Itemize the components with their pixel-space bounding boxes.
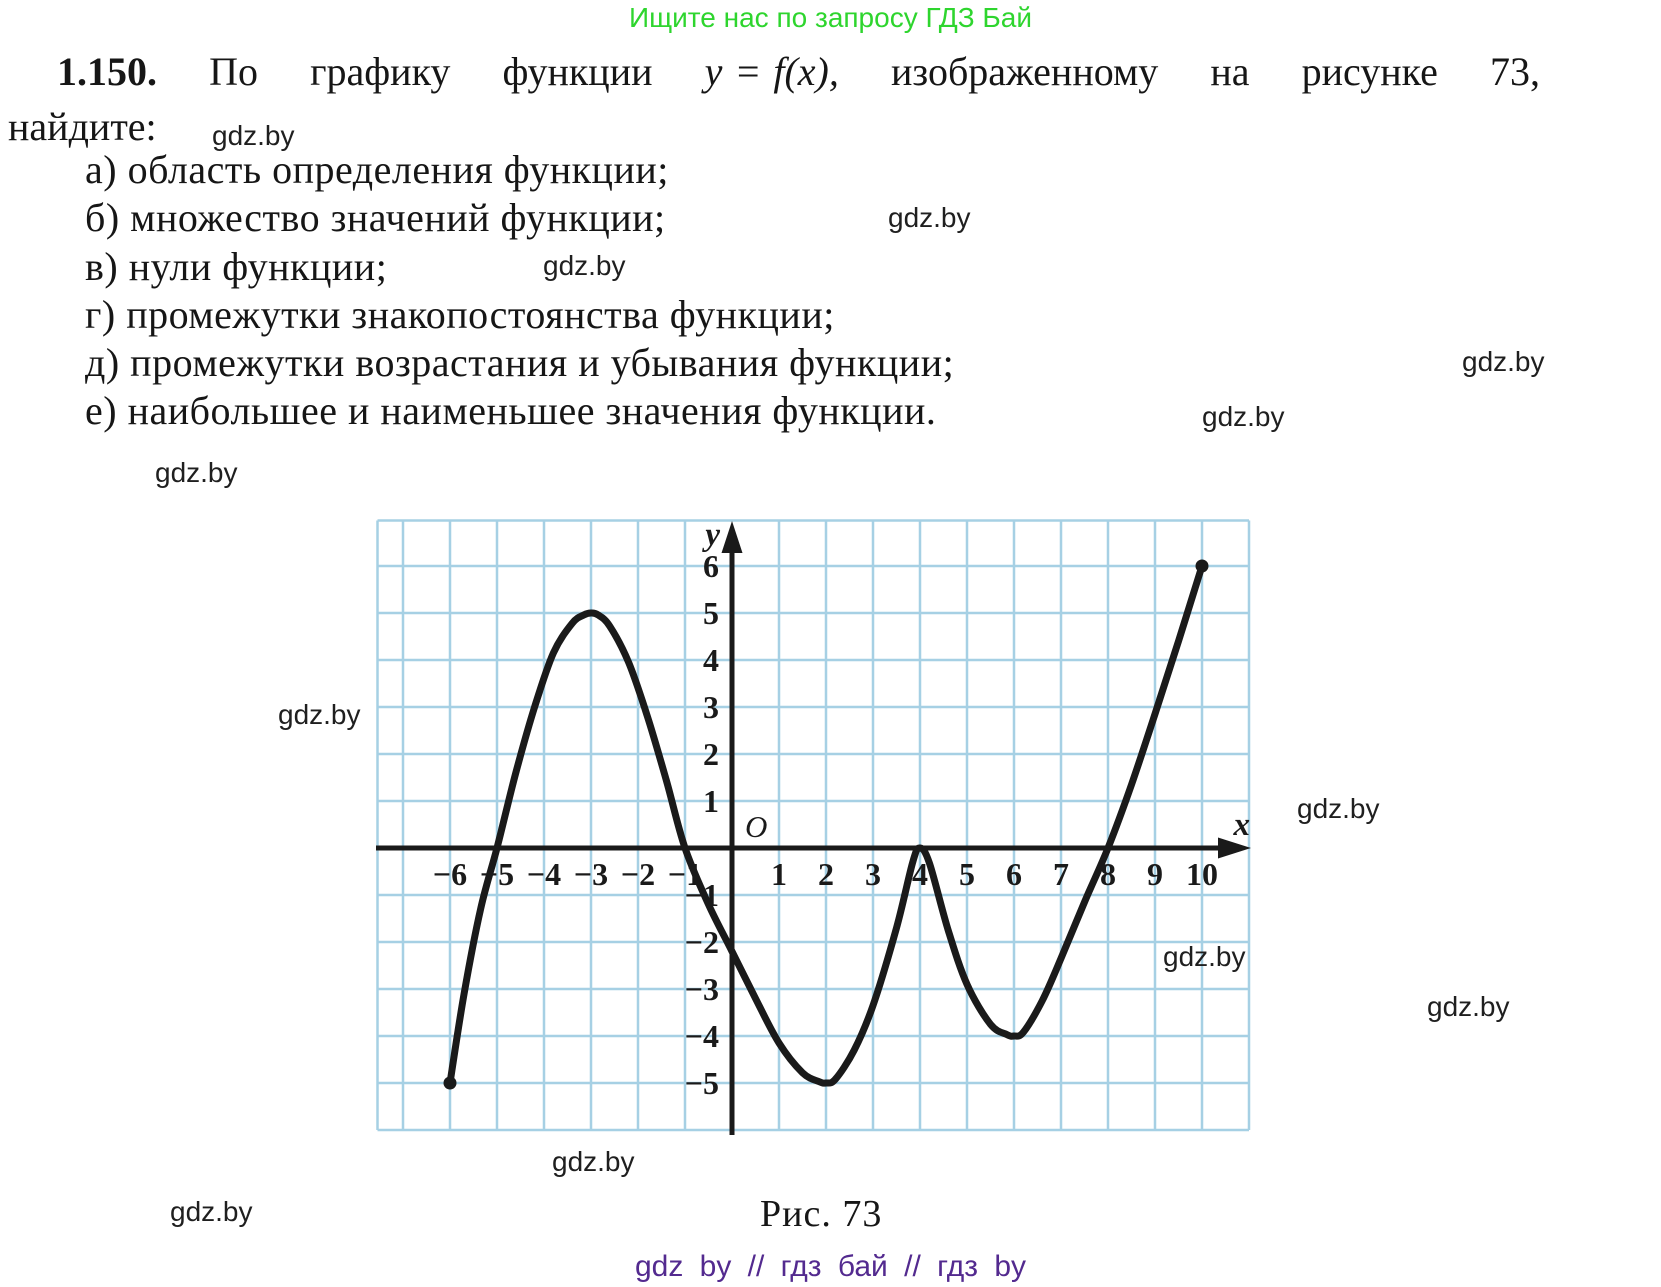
problem-word: 1.150. [57,49,157,94]
axes [376,521,1251,1135]
svg-text:−3: −3 [574,856,608,892]
problem-word: функции [502,49,653,94]
watermark: gdz.by [888,202,971,233]
svg-text:−4: −4 [685,1018,719,1054]
svg-text:y: y [701,519,720,553]
watermark: gdz.by [278,699,361,730]
problem-statement-line1: 1.150. По графику функции y = f(x), изображен… [57,48,1540,95]
svg-text:2: 2 [818,856,834,892]
problem-word: y = f(x), [704,49,839,94]
watermark: gdz.by [1163,941,1246,972]
svg-text:x: x [1233,807,1251,843]
problem-word: рисунке [1301,49,1438,94]
curve-endpoint-dot [1195,559,1209,573]
svg-text:O: O [745,809,767,844]
watermark: gdz.by [1427,991,1510,1022]
watermark: gdz.by [1297,793,1380,824]
function-plot: −6 −5 −4 −3 −2 −1 1 2 3 4 5 6 7 8 9 10654321−1−2−3−4−5x… [376,517,1251,1135]
svg-text:6: 6 [1006,856,1022,892]
svg-text:1: 1 [703,783,719,819]
svg-text:6: 6 [703,548,719,584]
svg-text:7: 7 [1053,856,1069,892]
endpoint-dots [443,559,1209,1090]
problem-word: 73, [1489,49,1540,94]
brand-footer: gdz by // гдз бай // гдз by [634,1250,1027,1283]
problem-item: а) область определения функции; [85,147,669,192]
svg-text:9: 9 [1147,856,1163,892]
problem-item: г) промежутки знакопостоянства функции; [85,291,835,337]
watermark: gdz.by [155,457,238,488]
svg-text:3: 3 [865,856,881,892]
problem-word: По [209,49,258,94]
problem-item: е) наибольшее и наименьшее значения функ… [85,388,937,434]
svg-text:1: 1 [771,856,787,892]
svg-text:−5: −5 [685,1065,719,1101]
problem-item: д) промежутки возрастания и убывания фун… [85,340,955,386]
problem-statement-line2: найдите: [8,104,157,149]
svg-text:−3: −3 [685,971,719,1007]
svg-text:3: 3 [703,689,719,725]
svg-text:4: 4 [703,642,719,678]
svg-text:−2: −2 [621,856,655,892]
curve-endpoint-dot [443,1076,457,1090]
watermark: gdz.by [1462,346,1545,377]
watermark: gdz.by [1202,401,1285,432]
watermark: gdz.by [170,1196,253,1227]
svg-text:−4: −4 [527,856,561,892]
watermark: gdz.by [552,1146,635,1177]
svg-text:2: 2 [703,736,719,772]
svg-text:5: 5 [959,856,975,892]
problem-item-list: а) область определения функции; б) множес… [85,146,954,436]
problem-item: б) множество значений функции; [85,195,666,241]
function-curve [446,562,1206,1087]
watermark: gdz.by [212,120,295,151]
figure-caption: Рис. 73 [760,1193,883,1235]
problem-item: в) нули функции; [85,243,388,289]
svg-text:5: 5 [703,595,719,631]
promo-banner: Ищите нас по запросу ГДЗ Бай [628,2,1033,33]
svg-text:−6: −6 [433,856,467,892]
svg-text:−2: −2 [685,924,719,960]
function-graph-figure: −6 −5 −4 −3 −2 −1 1 2 3 4 5 6 7 8 9 10 6 5 4 3 2 1 −1 −2 −3 −4 −5 x… [376,517,1253,1141]
problem-word: на [1210,49,1250,94]
tick-labels: −6 −5 −4 −3 −2 −1 1 2 3 4 5 6 7 8 9 10654321−1−2−3−4−5x… [433,517,1251,1101]
grid-lines [376,519,1251,1132]
svg-text:10: 10 [1186,856,1218,892]
problem-word: изображенному [890,49,1159,94]
svg-text:4: 4 [912,856,928,892]
watermark: gdz.by [543,250,626,281]
problem-word: графику [310,49,451,94]
